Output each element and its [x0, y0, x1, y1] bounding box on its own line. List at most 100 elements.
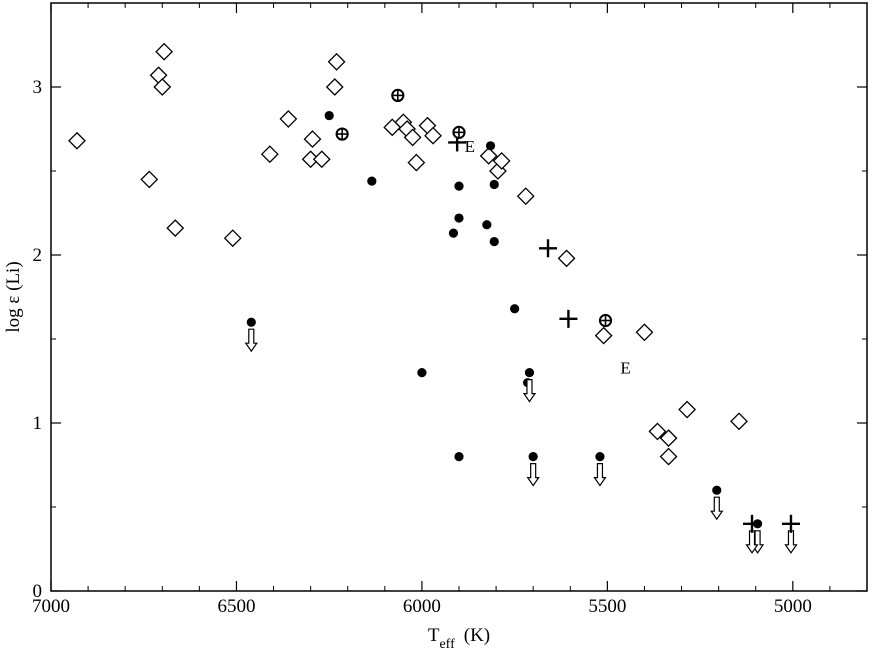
- circle-marker: [246, 317, 256, 327]
- upper-limit-arrow: [593, 463, 607, 487]
- open-diamond-point: [492, 152, 511, 170]
- open-diamond-point: [557, 249, 576, 268]
- circle-marker: [367, 176, 377, 186]
- diamond-marker: [516, 187, 535, 206]
- diamond-marker: [407, 153, 426, 172]
- diamond-marker: [260, 145, 279, 164]
- diamond-marker: [166, 219, 185, 238]
- upper-limit-arrow: [745, 530, 759, 554]
- open-diamond-point: [659, 447, 678, 466]
- open-diamond-point: [678, 400, 697, 419]
- open-diamond-point: [223, 229, 242, 248]
- open-diamond-point: [730, 412, 748, 431]
- filled-circle-point: [510, 304, 520, 314]
- filled-circle-upper-limit-point: [526, 452, 540, 487]
- filled-circle-point: [482, 220, 492, 230]
- filled-circle-upper-limit-point: [710, 485, 724, 521]
- circle-marker: [417, 368, 427, 378]
- diamond-marker: [730, 412, 748, 431]
- plus-point: [539, 239, 558, 258]
- filled-circle-point: [454, 452, 464, 462]
- open-diamond-point: [155, 42, 174, 61]
- x-axis-label-main: T: [428, 625, 440, 646]
- diamond-marker: [303, 130, 322, 148]
- y-axis-label: log ε (Li): [3, 261, 24, 332]
- circled-plus-point: [391, 88, 405, 103]
- open-diamond-point: [407, 153, 426, 172]
- plus-point: [559, 309, 578, 328]
- open-diamond-point: [260, 145, 279, 164]
- plot-frame: [50, 2, 868, 592]
- open-diamond-point: [327, 52, 346, 71]
- diamond-marker: [68, 131, 86, 150]
- annotation-label: E: [465, 137, 475, 156]
- open-diamond-point: [312, 150, 331, 169]
- open-diamond-point: [635, 323, 654, 342]
- annotation-label: E: [620, 359, 630, 378]
- filled-circle-upper-limit-point: [522, 368, 537, 403]
- diamond-marker: [327, 52, 346, 71]
- filled-circle-point: [454, 213, 464, 223]
- circle-marker: [489, 236, 499, 247]
- circle-marker: [712, 485, 722, 495]
- open-diamond-point: [403, 128, 422, 147]
- diamond-marker: [403, 128, 422, 147]
- diamond-marker: [279, 110, 298, 128]
- circle-marker: [454, 213, 464, 223]
- circle-marker: [482, 220, 492, 230]
- diamond-marker: [223, 229, 242, 248]
- diamond-marker: [659, 447, 678, 466]
- circle-marker: [485, 141, 496, 151]
- circle-marker: [510, 304, 520, 314]
- filled-circle-point: [454, 181, 464, 191]
- open-diamond-point: [479, 146, 498, 165]
- diamond-marker: [678, 400, 697, 419]
- x-axis-label-unit: (K): [464, 625, 490, 646]
- y-tick-label: 0: [33, 581, 43, 602]
- axis-ticks: [50, 3, 868, 592]
- open-diamond-point: [166, 219, 185, 238]
- diamond-marker: [155, 42, 174, 61]
- diamond-marker: [312, 150, 331, 169]
- filled-circle-point: [485, 141, 496, 151]
- plus-upper-limit-point: [743, 514, 762, 554]
- circled-plus-point: [452, 125, 466, 139]
- upper-limit-arrow: [526, 463, 540, 487]
- x-tick-label: 5500: [588, 596, 626, 617]
- diamond-marker: [635, 323, 654, 342]
- circle-marker: [324, 110, 334, 121]
- axis-tick-labels: 7000 6500 6000 5500 5000 0 1 2 3: [32, 77, 812, 617]
- circled-plus-point: [335, 127, 349, 141]
- open-diamond-point: [594, 326, 613, 345]
- open-diamond-point: [303, 130, 322, 148]
- data-points: [68, 42, 800, 554]
- upper-limit-arrow: [784, 530, 798, 554]
- diamond-marker: [648, 422, 667, 441]
- open-diamond-point: [68, 131, 86, 150]
- circle-marker: [454, 452, 464, 462]
- y-tick-label: 3: [33, 77, 43, 98]
- x-tick-label: 7000: [32, 596, 70, 617]
- diamond-marker: [424, 126, 442, 145]
- y-tick-label: 2: [33, 245, 43, 266]
- filled-circle-point: [448, 228, 459, 238]
- diamond-marker: [594, 326, 613, 345]
- circle-marker: [528, 452, 538, 462]
- filled-circle-upper-limit-point: [593, 452, 607, 487]
- filled-circle-point: [324, 110, 334, 121]
- y-tick-label: 1: [33, 413, 43, 434]
- filled-circle-point: [489, 236, 499, 247]
- diamond-marker: [479, 146, 498, 165]
- circle-marker: [454, 181, 464, 191]
- x-tick-label: 6000: [403, 596, 441, 617]
- diamond-marker: [325, 78, 344, 96]
- x-tick-label: 5000: [774, 596, 812, 617]
- x-axis-label: Teff (K): [428, 625, 490, 652]
- circled-plus-point: [598, 313, 613, 328]
- open-diamond-point: [325, 78, 344, 96]
- open-diamond-point: [153, 78, 172, 96]
- open-diamond-point: [659, 429, 678, 448]
- open-diamond-point: [516, 187, 535, 206]
- filled-circle-upper-limit-point: [244, 317, 258, 353]
